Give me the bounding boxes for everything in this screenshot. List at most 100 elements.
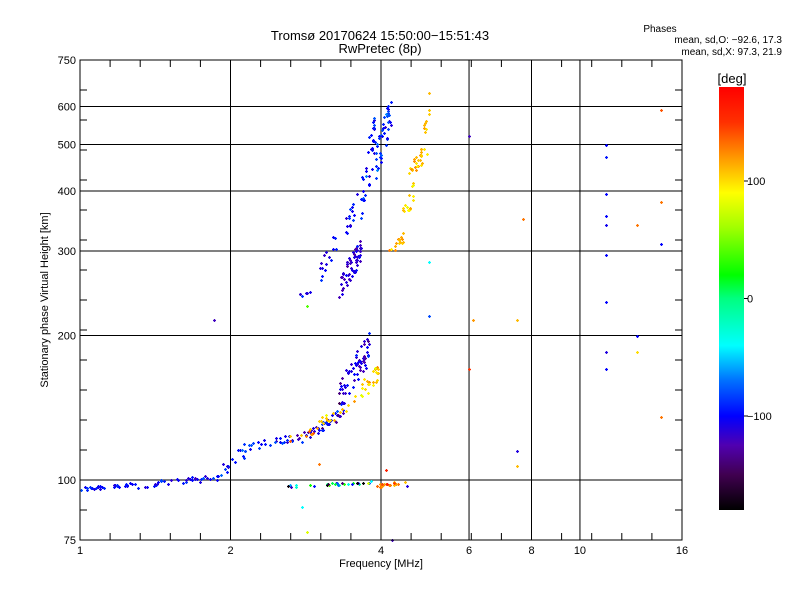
data-point [388,484,391,487]
data-point [406,206,409,209]
data-point [321,275,324,278]
data-point [428,113,431,116]
data-point [341,408,344,411]
data-point [353,253,356,256]
data-point [425,128,428,131]
data-point [99,485,102,488]
data-point [423,148,426,151]
data-point [345,369,348,372]
chart-title: Tromsø 20170624 15:50:00−15:51:43 [271,28,489,43]
data-point [243,443,246,446]
data-point [346,225,349,228]
data-point [376,169,379,172]
colorbar: [deg] 100 0 −100 [718,71,772,510]
data-point [318,429,321,432]
data-point [163,480,166,483]
data-point [189,478,192,481]
data-point [187,477,190,480]
data-point [365,367,368,370]
data-point [366,346,369,349]
data-point [231,458,234,461]
data-point [605,215,608,218]
data-point [393,482,396,485]
data-point [321,429,324,432]
data-point [365,175,368,178]
stats-o-line: mean, sd,O: −92.6, 17.3 [674,35,782,46]
data-point [408,194,411,197]
data-point [363,199,366,202]
data-point [605,254,608,257]
data-point [154,483,157,486]
data-point [352,386,355,389]
data-point [376,485,379,488]
data-point [301,506,304,509]
data-point [341,289,344,292]
data-point [204,475,207,478]
colorbar-tick-label: 0 [747,294,753,306]
data-point [263,439,266,442]
data-point [375,165,378,168]
data-point [363,355,366,358]
data-point [348,370,351,373]
data-point [176,478,179,481]
data-point [356,245,359,248]
data-point [363,361,366,364]
data-point [359,260,362,263]
data-point [319,267,322,270]
data-point [398,238,401,241]
data-point [355,364,358,367]
data-point [340,283,343,286]
data-point [137,487,140,490]
data-point [113,484,116,487]
data-point [365,167,368,170]
data-point [226,471,229,474]
data-point [339,388,342,391]
data-point [412,195,415,198]
data-point [327,423,330,426]
data-point [351,206,354,209]
colorbar-gradient [719,87,744,510]
data-point [290,486,293,489]
data-point [343,384,346,387]
data-point [212,477,215,480]
data-point [338,392,341,395]
data-point [376,366,379,369]
data-point [279,437,282,440]
data-point [353,214,356,217]
data-point [170,479,173,482]
y-tick-label: 300 [58,246,76,258]
data-point [376,379,379,382]
data-point [348,215,351,218]
data-point [361,383,364,386]
data-point [415,156,418,159]
data-point [404,204,407,207]
data-point [349,262,352,265]
data-point [355,354,358,357]
data-point [362,190,365,193]
data-point [352,251,355,254]
data-point [242,455,245,458]
data-point [298,437,301,440]
data-point [352,219,355,222]
data-point [404,481,407,484]
data-point [322,422,325,425]
data-point [356,373,359,376]
data-point [317,432,320,435]
data-point [199,481,202,484]
data-point [144,486,147,489]
data-point [409,207,412,210]
data-point [348,257,351,260]
data-point [281,442,284,445]
data-point [329,419,332,422]
data-point [516,465,519,468]
y-tick-label: 200 [58,331,76,343]
data-point [125,484,128,487]
data-point [353,373,356,376]
data-point [406,485,409,488]
data-point [385,469,388,472]
data-point [372,384,375,387]
data-point [334,237,337,240]
data-point [323,254,326,257]
data-point [284,435,287,438]
data-point [368,383,371,386]
